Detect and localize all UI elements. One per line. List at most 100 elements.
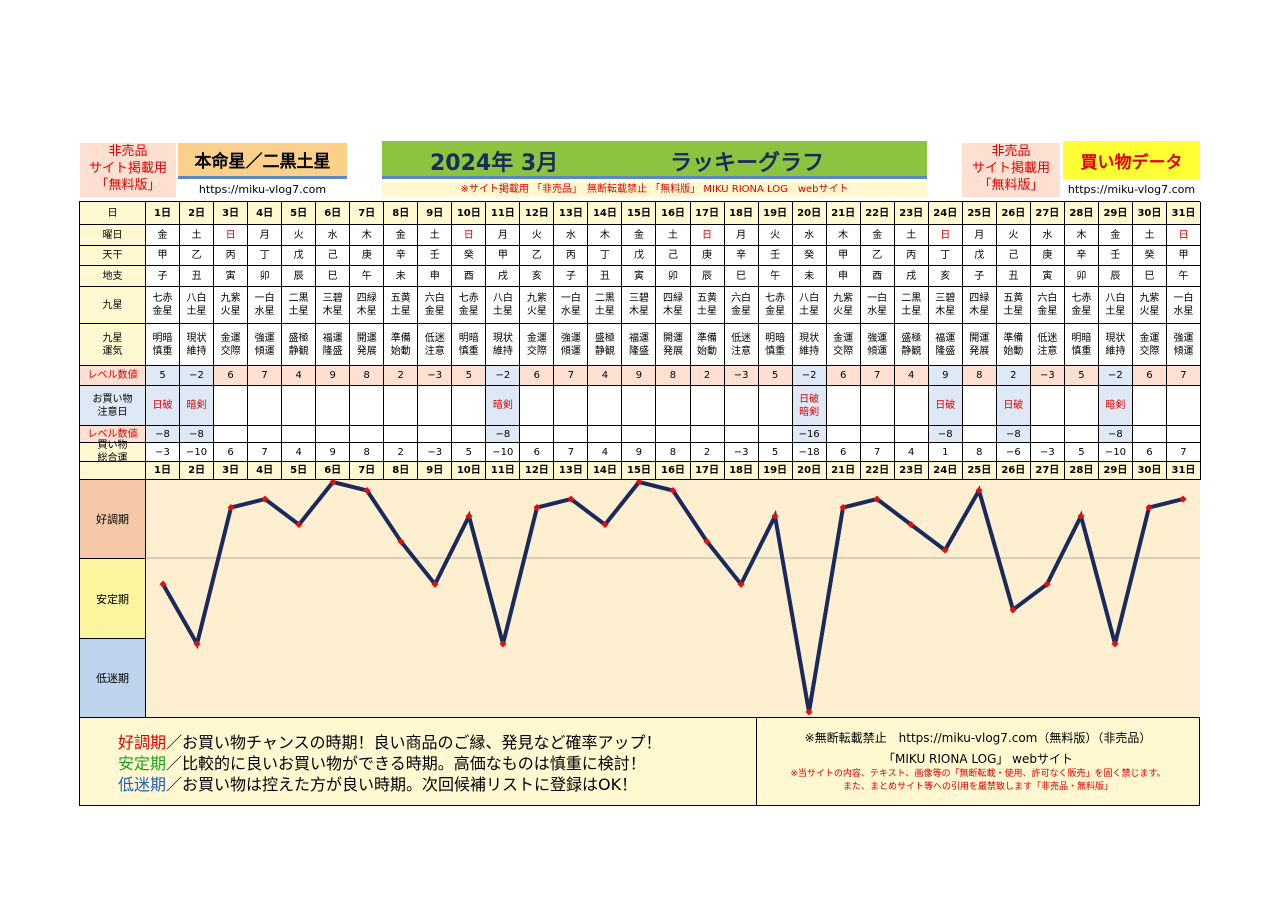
row-tenkan-cell: 壬 (1098, 246, 1133, 266)
row-chishi-cell: 卯 (248, 266, 283, 287)
row-level2-cell (418, 426, 453, 443)
row-tenkan-cell: 甲 (146, 246, 181, 266)
row-tenkan-cell: 戊 (622, 246, 657, 266)
row-caution-cell: 日破 暗剣 (792, 386, 827, 426)
row-caution-cell: 暗剣 (180, 386, 215, 426)
row-chishi-cell: 午 (1166, 266, 1201, 287)
row-total-cell: 2 (690, 443, 725, 462)
row-level2-cell (554, 426, 589, 443)
row-day-bottom-cell: 20日 (792, 462, 827, 480)
row-day-bottom-cell: 6日 (316, 462, 351, 480)
row-day-cell: 4日 (248, 202, 283, 225)
url-left: https://miku-vlog7.com (198, 183, 327, 196)
row-kyusei-cell: 四緑 木星 (656, 287, 691, 324)
row-caution-cell (588, 386, 623, 426)
row-level2-cell (622, 426, 657, 443)
row-caution-cell (554, 386, 589, 426)
row-chishi-cell: 辰 (690, 266, 725, 287)
row-level-cell: 8 (656, 366, 691, 386)
row-chishi-cell: 戌 (486, 266, 521, 287)
row-chishi-cell: 未 (384, 266, 419, 287)
row-day-cell: 14日 (588, 202, 623, 225)
notice-line: ※サイト掲載用 「非売品」 無断転載禁止 「無料版」 MIKU RIONA LO… (382, 182, 927, 197)
row-level-cell: −3 (724, 366, 759, 386)
row-tenkan-cell: 丙 (214, 246, 249, 266)
row-tenkan-cell: 乙 (520, 246, 555, 266)
row-tenkan-cell: 甲 (1166, 246, 1201, 266)
row-kyusei-cell: 一白 水星 (860, 287, 895, 324)
row-unki-cell: 低迷 注意 (418, 324, 453, 366)
row-caution-cell (724, 386, 759, 426)
row-chishi-cell: 辰 (1098, 266, 1133, 287)
row-total-cell: −3 (146, 443, 181, 462)
url-right: https://miku-vlog7.com (1067, 183, 1196, 196)
row-weekday-cell: 火 (520, 225, 555, 246)
row-day-bottom-cell: 24日 (928, 462, 963, 480)
row-kyusei-cell: 五黄 土星 (996, 287, 1031, 324)
row-day-bottom-cell: 18日 (724, 462, 759, 480)
row-unki-cell: 強運 傾運 (860, 324, 895, 366)
row-unki-cell: 金運 交際 (826, 324, 861, 366)
row-weekday-cell: 火 (758, 225, 793, 246)
row-chishi-cell: 子 (554, 266, 589, 287)
row-tenkan-cell: 癸 (792, 246, 827, 266)
row-weekday-cell: 月 (486, 225, 521, 246)
row-day-cell: 15日 (622, 202, 657, 225)
row-total-cell: −3 (1030, 443, 1065, 462)
row-chishi-cell: 辰 (282, 266, 317, 287)
row-unki-cell: 金運 交際 (214, 324, 249, 366)
row-day-cell: 26日 (996, 202, 1031, 225)
row-level-cell: 6 (826, 366, 861, 386)
data-point-26 (1009, 606, 1017, 614)
row-level2-cell (588, 426, 623, 443)
row-weekday-cell: 月 (248, 225, 283, 246)
legend-stable: 安定期／比較的に良いお買い物ができる時期。高価なものは慎重に検討！ (118, 753, 756, 774)
data-point-7 (363, 486, 371, 495)
row-tenkan-cell: 乙 (180, 246, 215, 266)
row-unki-cell: 盛極 静観 (282, 324, 317, 366)
row-weekday-cell: 金 (1098, 225, 1133, 246)
row-level-cell: 7 (554, 366, 589, 386)
row-level-cell: 5 (1064, 366, 1099, 386)
row-caution-cell: 日破 (928, 386, 963, 426)
row-caution-cell (656, 386, 691, 426)
row-tenkan-cell: 丙 (554, 246, 589, 266)
row-level-cell: 7 (248, 366, 283, 386)
legend-good: 好調期／お買い物チャンスの時期！良い商品のご縁、発見など確率アップ！ (118, 732, 756, 753)
row-kyusei-cell: 六白 金星 (418, 287, 453, 324)
row-day-bottom-cell: 1日 (146, 462, 181, 480)
row-day-cell: 7日 (350, 202, 385, 225)
row-caution-cell (452, 386, 487, 426)
row-level2-cell (860, 426, 895, 443)
row-caution-cell (690, 386, 725, 426)
row-day-bottom-cell: 30日 (1132, 462, 1167, 480)
row-kyusei-cell: 四緑 木星 (350, 287, 385, 324)
row-kyusei-cell: 三碧 木星 (622, 287, 657, 324)
row-unki-cell: 福運 隆盛 (928, 324, 963, 366)
row-day-bottom-cell: 12日 (520, 462, 555, 480)
row-day-bottom-cell: 29日 (1098, 462, 1133, 480)
row-chishi-cell: 申 (826, 266, 861, 287)
row-chishi-cell: 巳 (316, 266, 351, 287)
row-chishi-cell: 丑 (996, 266, 1031, 287)
row-day-cell: 25日 (962, 202, 997, 225)
row-total-cell: 5 (1064, 443, 1099, 462)
row-level-cell: 7 (1166, 366, 1201, 386)
data-point-25 (975, 486, 983, 495)
row-level2-cell (1166, 426, 1201, 443)
title-graph: ラッキーグラフ (670, 151, 825, 176)
row-caution-cell (1064, 386, 1099, 426)
copyright-line3: ※当サイトの内容、テキスト、画像等の「無断転載・使用、許可なく販売」を固く禁じま… (790, 769, 1166, 779)
row-level-cell: 8 (962, 366, 997, 386)
row-weekday-cell: 水 (554, 225, 589, 246)
row-day-cell: 12日 (520, 202, 555, 225)
row-chishi-cell: 酉 (452, 266, 487, 287)
honmei-box: 本命星／二黒土星 (178, 143, 347, 179)
row-level2-cell (758, 426, 793, 443)
row-tenkan-cell: 丁 (928, 246, 963, 266)
data-point-15 (635, 480, 643, 486)
row-level2-cell: −8 (928, 426, 963, 443)
row-weekday-cell: 月 (962, 225, 997, 246)
row-tenkan-cell: 壬 (418, 246, 453, 266)
row-total-cell: 8 (350, 443, 385, 462)
